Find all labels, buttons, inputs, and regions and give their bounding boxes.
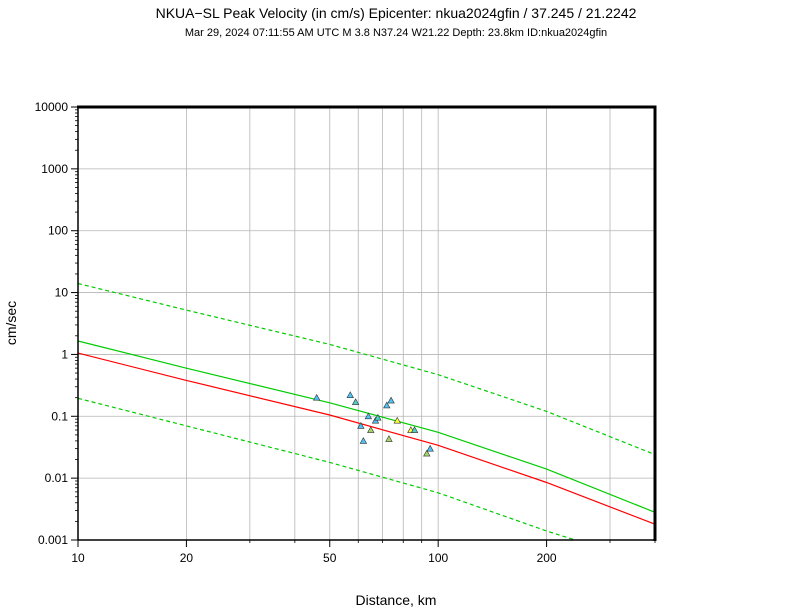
y-tick-label: 10000 bbox=[35, 100, 69, 114]
line-regression bbox=[77, 352, 656, 525]
station-point bbox=[423, 449, 431, 457]
station-point bbox=[426, 444, 434, 452]
station-point bbox=[312, 393, 321, 401]
y-axis-label: cm/sec bbox=[3, 301, 19, 345]
x-tick-label: 10 bbox=[71, 551, 85, 565]
x-tick-label: 100 bbox=[428, 551, 448, 565]
chart-title: NKUA−SL Peak Velocity (in cm/s) Epicente… bbox=[156, 5, 637, 21]
line-prediction-median bbox=[77, 340, 656, 513]
station-point bbox=[364, 412, 373, 420]
axis-ticks: 0.001 0.01 0.1 1 10 100 1000 10000 10 20 50 100 200 bbox=[35, 100, 656, 565]
chart-subtitle: Mar 29, 2024 07:11:55 AM UTC M 3.8 N37.2… bbox=[185, 27, 607, 39]
station-point bbox=[351, 398, 360, 405]
plot-frame bbox=[77, 105, 657, 541]
y-tick-label: 1 bbox=[61, 347, 68, 361]
x-tick-label: 20 bbox=[180, 551, 194, 565]
x-axis-label: Distance, km bbox=[356, 592, 437, 608]
grid bbox=[78, 107, 655, 540]
station-point bbox=[410, 426, 419, 433]
prediction-lines bbox=[77, 282, 656, 541]
x-tick-label: 200 bbox=[537, 551, 557, 565]
station-point bbox=[357, 422, 365, 429]
station-point bbox=[383, 401, 391, 409]
station-point bbox=[387, 396, 395, 404]
station-points bbox=[312, 391, 434, 457]
station-point bbox=[367, 426, 375, 433]
station-point bbox=[346, 391, 354, 398]
y-tick-label: 1000 bbox=[41, 162, 68, 176]
y-tick-label: 100 bbox=[48, 224, 68, 238]
line-prediction-upper bbox=[77, 282, 656, 456]
station-point bbox=[374, 413, 382, 421]
y-tick-label: 0.1 bbox=[51, 409, 68, 423]
y-tick-label: 0.001 bbox=[38, 533, 68, 547]
station-point bbox=[359, 437, 368, 444]
station-point bbox=[385, 435, 393, 442]
station-point bbox=[393, 416, 401, 424]
line-prediction-lower bbox=[77, 397, 576, 541]
y-tick-label: 10 bbox=[55, 286, 69, 300]
y-tick-label: 0.01 bbox=[45, 471, 69, 485]
x-tick-label: 50 bbox=[323, 551, 337, 565]
